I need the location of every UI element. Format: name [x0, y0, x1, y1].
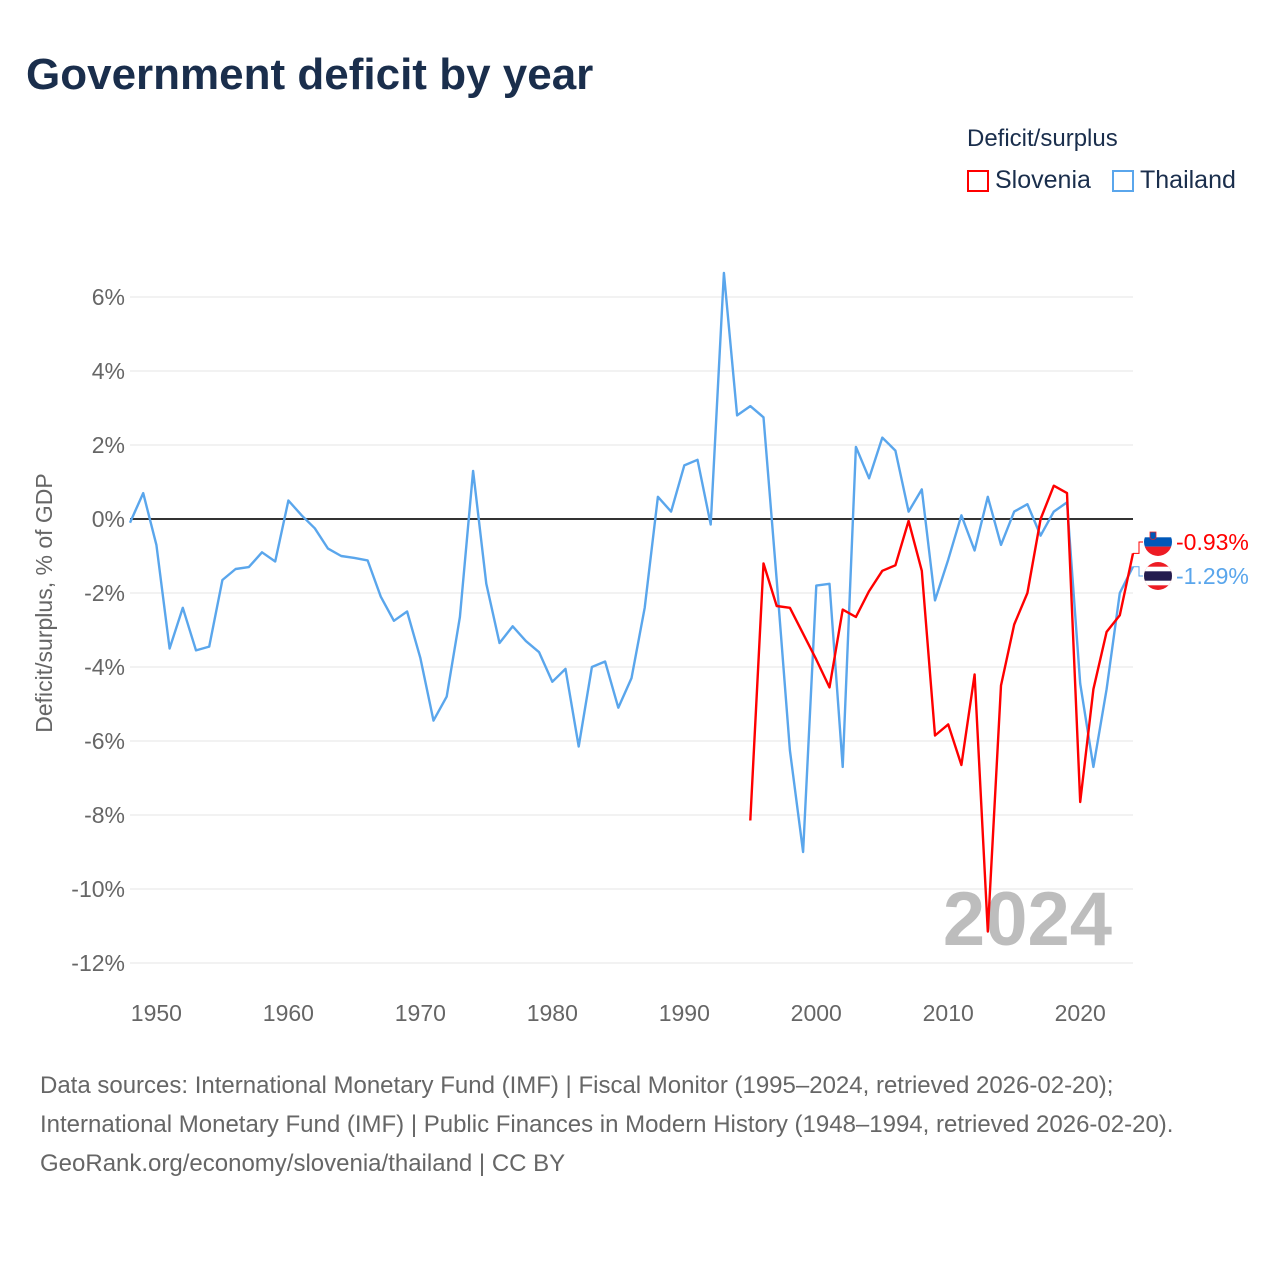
x-tick-label: 2020	[1055, 1000, 1106, 1026]
thailand-flag-icon	[1144, 562, 1172, 590]
series-line-thailand	[128, 271, 1135, 854]
source-notes: Data sources: International Monetary Fun…	[40, 1066, 1240, 1183]
y-axis-label: Deficit/surplus, % of GDP	[31, 473, 57, 732]
end-label-connector	[1133, 541, 1143, 554]
y-tick-label: -12%	[71, 950, 125, 976]
legend-swatch-slovenia	[967, 169, 989, 192]
legend-label-thailand: Thailand	[1140, 166, 1236, 194]
chart-title: Government deficit by year	[26, 50, 594, 99]
slovenia-flag-icon	[1144, 528, 1172, 556]
line-chart: 6% 4% 2% 0% -2% -4% -6% -8% -10% -12%1950 1960 1970…	[31, 271, 1249, 1026]
y-tick-label: -8%	[84, 802, 125, 828]
legend-item-slovenia[interactable]: Slovenia	[967, 166, 1091, 195]
x-tick-label: 1980	[527, 1000, 578, 1026]
x-tick-label: 1970	[395, 1000, 446, 1026]
legend-label-slovenia: Slovenia	[995, 166, 1091, 194]
year-watermark: 2024	[943, 877, 1112, 962]
x-tick-label: 1950	[131, 1000, 182, 1026]
y-tick-label: -10%	[71, 876, 125, 902]
x-tick-label: 1960	[263, 1000, 314, 1026]
x-tick-label: 2000	[791, 1000, 842, 1026]
data-sources-text: Data sources: International Monetary Fun…	[40, 1072, 1174, 1138]
end-value-label-thailand: -1.29%	[1176, 563, 1249, 589]
legend-item-thailand[interactable]: Thailand	[1112, 166, 1236, 195]
attribution-link[interactable]: GeoRank.org/economy/slovenia/thailand | …	[40, 1150, 566, 1177]
legend-swatch-thailand	[1112, 169, 1134, 192]
y-tick-label: -2%	[84, 580, 125, 606]
y-tick-label: 0%	[92, 506, 125, 532]
y-tick-label: 4%	[92, 358, 125, 384]
y-tick-label: 2%	[92, 432, 125, 458]
end-value-label-slovenia: -0.93%	[1176, 529, 1249, 555]
end-label-connector	[1133, 566, 1143, 577]
y-tick-label: -6%	[84, 728, 125, 754]
series-line-slovenia	[749, 484, 1135, 933]
legend-title: Deficit/surplus	[967, 125, 1118, 152]
x-tick-label: 2010	[923, 1000, 974, 1026]
y-tick-label: 6%	[92, 284, 125, 310]
y-tick-label: -4%	[84, 654, 125, 680]
x-tick-label: 1990	[659, 1000, 710, 1026]
